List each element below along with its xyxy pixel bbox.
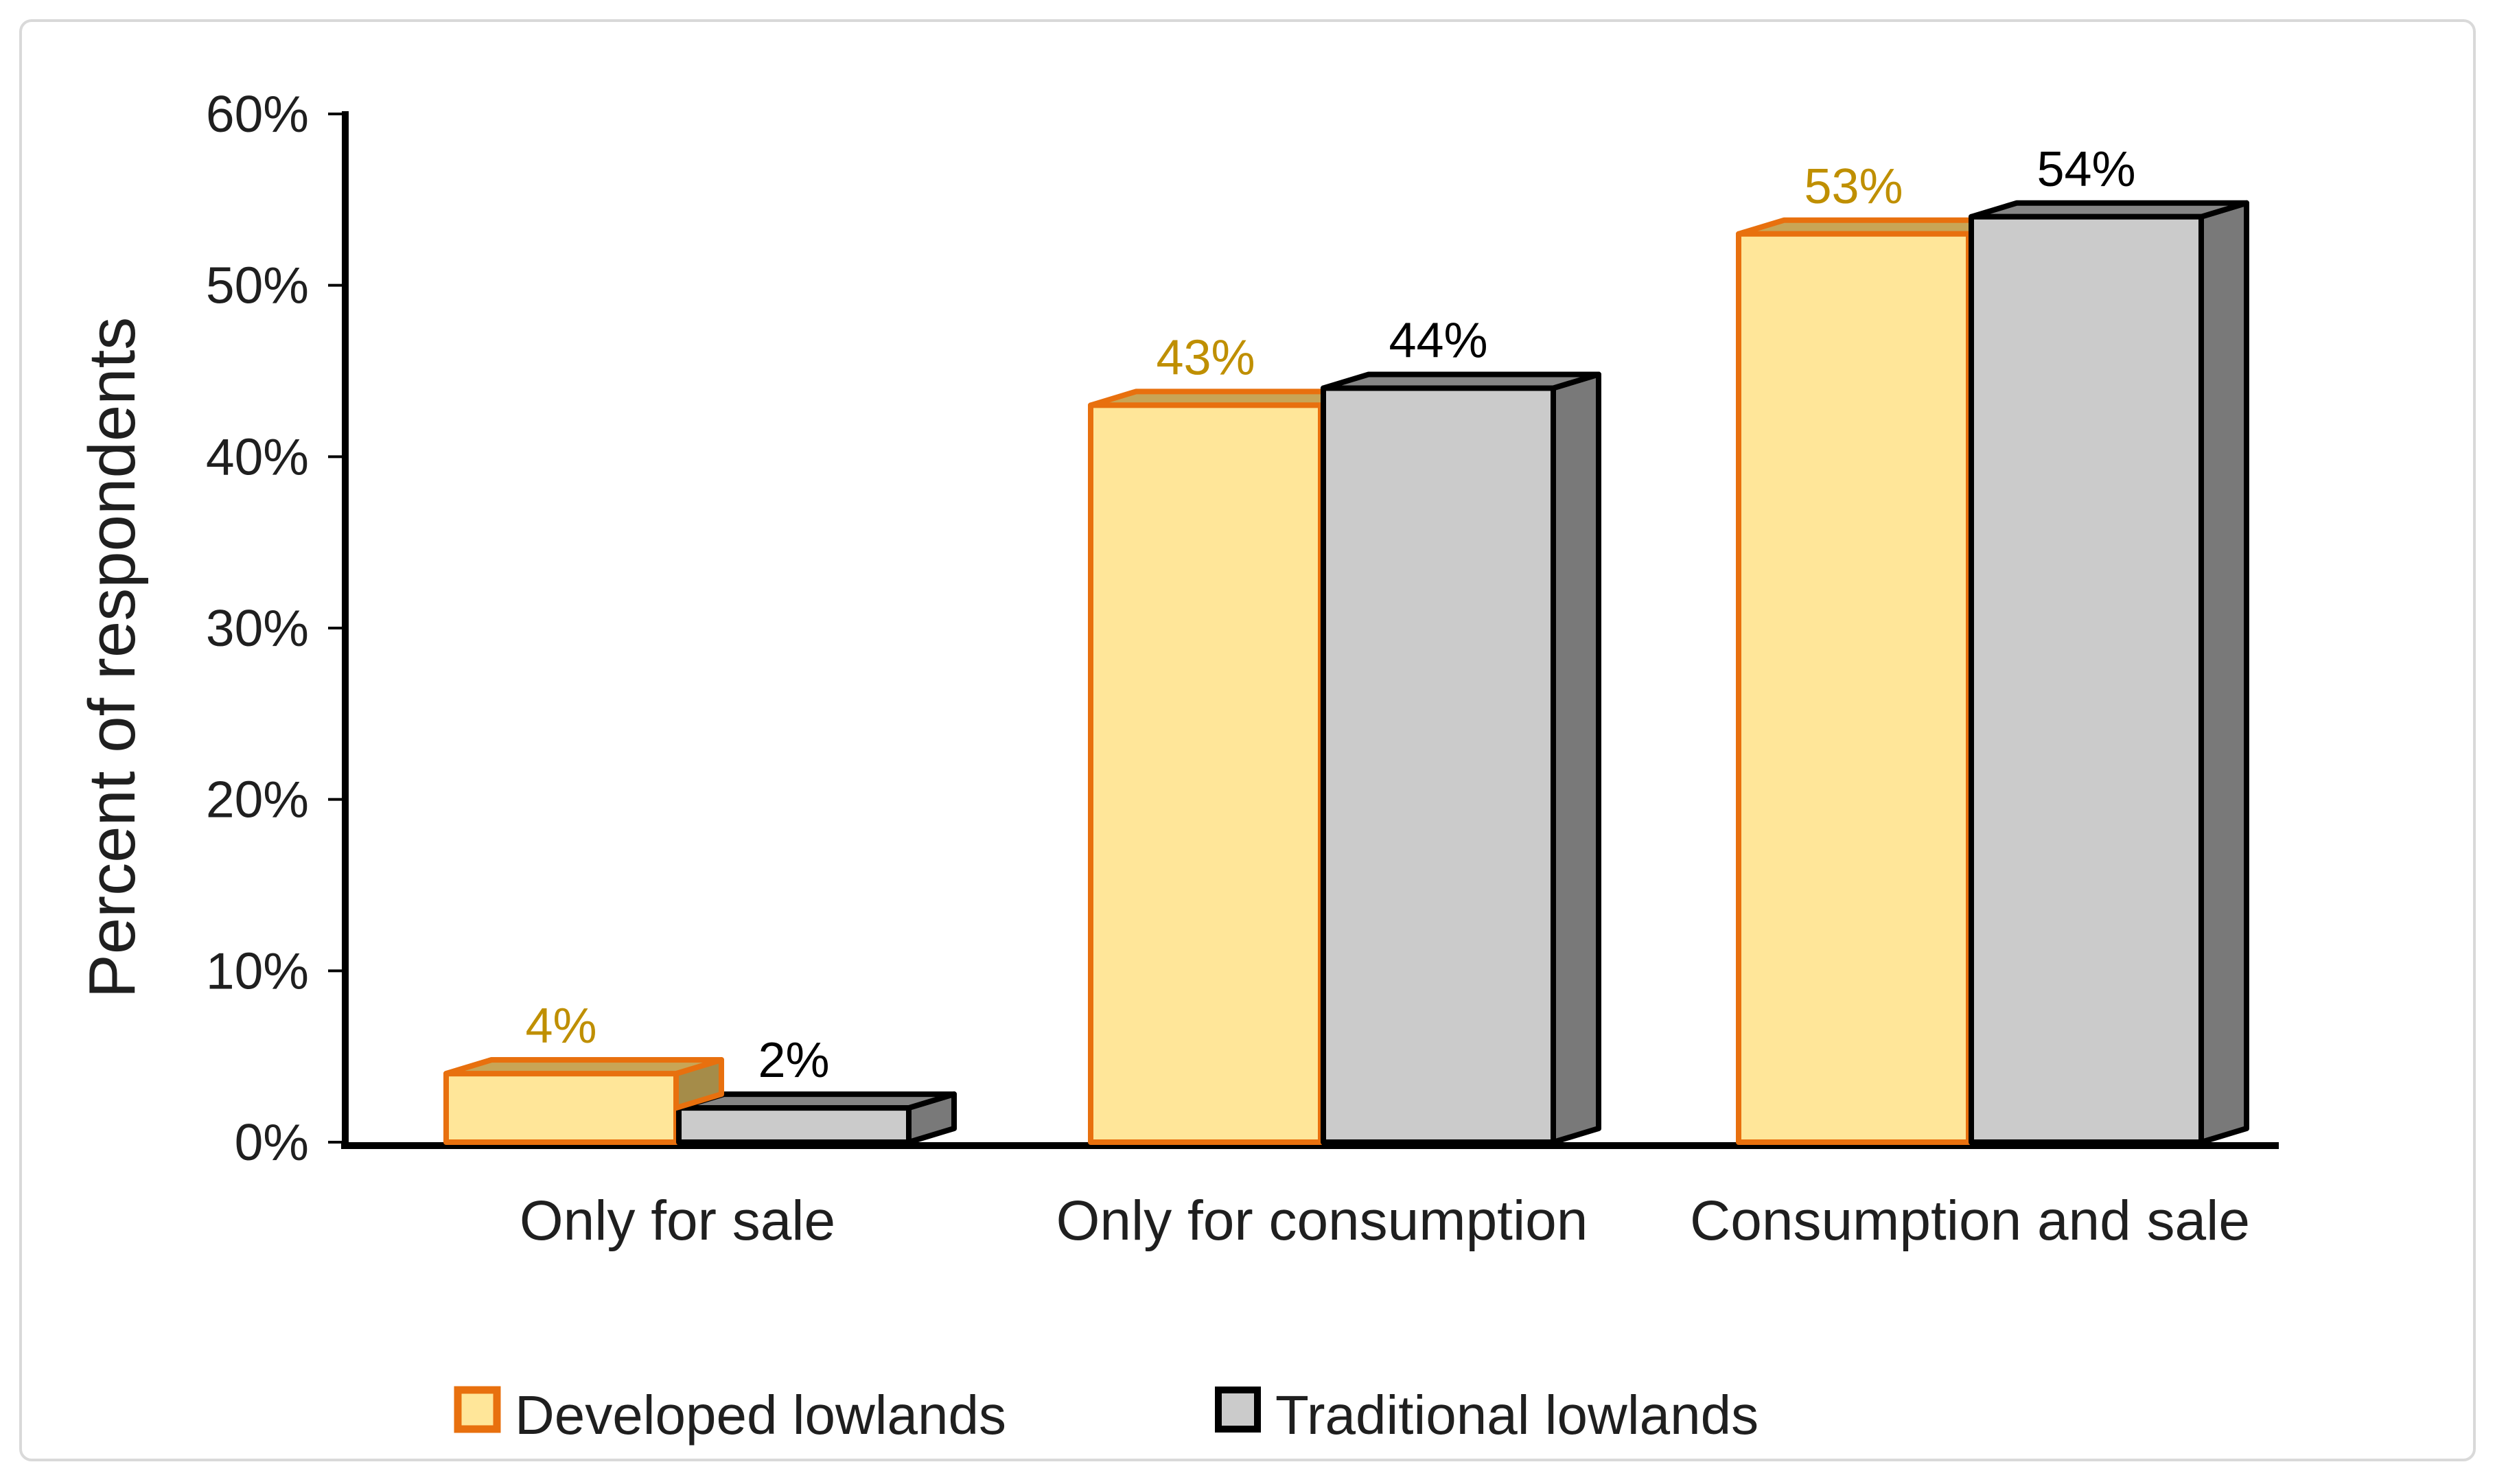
- y-tick-label-40: 40%: [206, 428, 309, 485]
- bar-traditional-only-for-sale: [676, 1105, 912, 1145]
- bar-traditional-only-for-consumption: [1321, 385, 1556, 1145]
- y-tick-label-50: 50%: [206, 257, 309, 314]
- x-category-label-consumption-and-sale: Consumption and sale: [1690, 1190, 2250, 1252]
- legend-label-developed-lowlands: Developed lowlands: [515, 1384, 1006, 1446]
- bar-developed-only-for-consumption: [1088, 402, 1323, 1145]
- bar-top-redraw-developed-only-for-sale: [443, 1057, 724, 1077]
- legend-swatch-traditional-lowlands: [1215, 1387, 1261, 1433]
- data-label-traditional-consumption-and-sale: 54%: [2036, 142, 2135, 197]
- x-category-label-only-for-sale: Only for sale: [520, 1190, 835, 1252]
- y-axis-title: Percent of respondents: [76, 317, 149, 999]
- bar-side-traditional-consumption-and-sale: [2198, 200, 2249, 1145]
- y-tick-label-20: 20%: [206, 771, 309, 828]
- y-tick-label-0: 0%: [235, 1113, 309, 1171]
- data-label-traditional-only-for-consumption: 44%: [1389, 313, 1487, 368]
- bar-developed-consumption-and-sale: [1736, 231, 1971, 1145]
- data-label-developed-only-for-consumption: 43%: [1156, 330, 1255, 385]
- data-label-developed-consumption-and-sale: 53%: [1804, 159, 1903, 214]
- legend-label-traditional-lowlands: Traditional lowlands: [1275, 1384, 1759, 1446]
- bar-traditional-consumption-and-sale: [1969, 213, 2204, 1145]
- legend-swatch-developed-lowlands: [454, 1386, 501, 1433]
- bar-side-traditional-only-for-consumption: [1551, 371, 1601, 1145]
- bar-developed-only-for-sale: [443, 1071, 679, 1145]
- y-tick-label-30: 30%: [206, 599, 309, 657]
- data-label-developed-only-for-sale: 4%: [525, 999, 596, 1054]
- y-tick-label-60: 60%: [206, 85, 309, 143]
- x-category-label-only-for-consumption: Only for consumption: [1056, 1190, 1588, 1252]
- y-tick-label-10: 10%: [206, 942, 309, 999]
- data-label-traditional-only-for-sale: 2%: [758, 1033, 829, 1088]
